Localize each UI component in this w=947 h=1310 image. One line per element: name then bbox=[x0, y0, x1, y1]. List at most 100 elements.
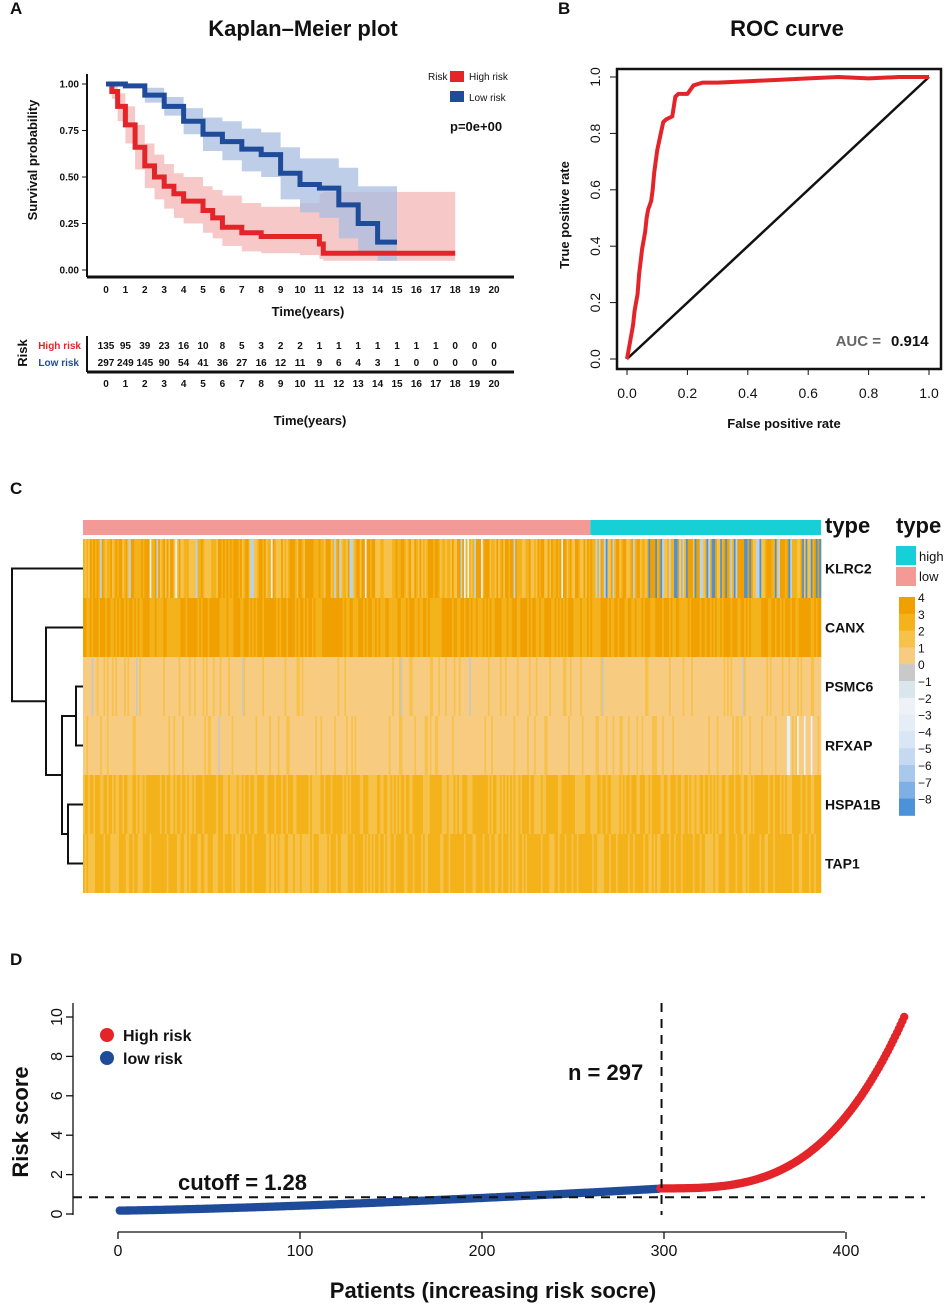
heatmap-cell bbox=[554, 539, 557, 598]
heatmap-cell bbox=[209, 775, 212, 834]
heatmap-cell bbox=[740, 657, 743, 716]
heatmap-cell bbox=[790, 716, 793, 775]
heatmap-cell bbox=[788, 834, 791, 893]
heatmap-cell bbox=[399, 716, 402, 775]
heatmap-cell bbox=[371, 834, 374, 893]
heatmap-cell bbox=[527, 598, 530, 657]
heatmap-cell bbox=[463, 716, 466, 775]
heatmap-cell bbox=[337, 598, 340, 657]
heatmap-cell bbox=[156, 598, 159, 657]
heatmap-cell bbox=[651, 657, 654, 716]
heatmap-cell bbox=[414, 834, 417, 893]
heatmap-cell bbox=[571, 657, 574, 716]
heatmap-cell bbox=[694, 657, 697, 716]
heatmap-cell bbox=[416, 598, 419, 657]
heatmap-cell bbox=[93, 834, 96, 893]
heatmap-cell bbox=[342, 539, 345, 598]
heatmap-cell bbox=[520, 775, 523, 834]
heatmap-cell bbox=[499, 598, 502, 657]
heatmap-cell bbox=[209, 834, 212, 893]
heatmap-cell bbox=[469, 598, 472, 657]
heatmap-cell bbox=[481, 657, 484, 716]
heatmap-cell bbox=[791, 539, 794, 598]
heatmap-cell bbox=[455, 834, 458, 893]
heatmap-cell bbox=[711, 657, 714, 716]
heatmap-cell bbox=[381, 657, 384, 716]
heatmap-cell bbox=[173, 775, 176, 834]
heatmap-cell bbox=[694, 539, 697, 598]
heatmap-cell bbox=[190, 657, 193, 716]
heatmap-cell bbox=[176, 539, 179, 598]
heatmap-cell bbox=[703, 775, 706, 834]
heatmap-cell bbox=[528, 598, 531, 657]
heatmap-cell bbox=[730, 775, 733, 834]
color-scale-step bbox=[899, 597, 915, 615]
heatmap-cell bbox=[593, 834, 596, 893]
heatmap-cell bbox=[785, 775, 788, 834]
heatmap-cell bbox=[412, 716, 415, 775]
heatmap-cell bbox=[378, 716, 381, 775]
km-x-tick-label: 0 bbox=[103, 285, 109, 296]
heatmap-cell bbox=[747, 657, 750, 716]
heatmap-cell bbox=[513, 834, 516, 893]
heatmap-cell bbox=[419, 716, 422, 775]
heatmap-cell bbox=[629, 657, 632, 716]
heatmap-cell bbox=[127, 716, 130, 775]
heatmap-cell bbox=[535, 539, 538, 598]
heatmap-cell bbox=[484, 775, 487, 834]
heatmap-cell bbox=[329, 716, 332, 775]
heatmap-cell bbox=[325, 716, 328, 775]
heatmap-cell bbox=[422, 834, 425, 893]
heatmap-cell bbox=[366, 598, 369, 657]
heatmap-cell bbox=[110, 775, 113, 834]
heatmap-cell bbox=[791, 657, 794, 716]
heatmap-cell bbox=[597, 834, 600, 893]
heatmap-cell bbox=[170, 716, 173, 775]
heatmap-cell bbox=[445, 834, 448, 893]
heatmap-cell bbox=[349, 657, 352, 716]
heatmap-cell bbox=[472, 657, 475, 716]
roc-x-tick-label: 0.6 bbox=[798, 385, 818, 401]
panel-letter-a: A bbox=[10, 0, 22, 18]
heatmap-cell bbox=[745, 657, 748, 716]
risk-table-x-tick-label: 5 bbox=[200, 379, 206, 390]
heatmap-cell bbox=[281, 657, 284, 716]
heatmap-cell bbox=[188, 716, 191, 775]
heatmap-cell bbox=[371, 775, 374, 834]
heatmap-cell bbox=[499, 539, 502, 598]
risk-table-cell: 0 bbox=[491, 358, 497, 369]
heatmap-cell bbox=[508, 775, 511, 834]
heatmap-cell bbox=[235, 539, 238, 598]
color-scale-step bbox=[899, 714, 915, 732]
risk-table-cell: 0 bbox=[433, 358, 439, 369]
heatmap-cell bbox=[781, 834, 784, 893]
heatmap-cell bbox=[564, 834, 567, 893]
heatmap-cell bbox=[465, 716, 468, 775]
heatmap-cell bbox=[470, 775, 473, 834]
heatmap-cell bbox=[349, 598, 352, 657]
heatmap-cell bbox=[563, 657, 566, 716]
heatmap-cell bbox=[610, 775, 613, 834]
heatmap-cell bbox=[255, 775, 258, 834]
heatmap-cell bbox=[154, 716, 157, 775]
km-legend-low-label: Low risk bbox=[469, 93, 507, 104]
heatmap-cell bbox=[443, 539, 446, 598]
heatmap-cell bbox=[605, 775, 608, 834]
roc-y-tick-label: 0.0 bbox=[587, 349, 603, 369]
heatmap-cell bbox=[100, 716, 103, 775]
heatmap-cell bbox=[83, 539, 86, 598]
heatmap-cell bbox=[113, 775, 116, 834]
heatmap-cell bbox=[124, 539, 127, 598]
heatmap-cell bbox=[257, 775, 260, 834]
heatmap-cell bbox=[542, 598, 545, 657]
heatmap-cell bbox=[252, 598, 255, 657]
heatmap-cell bbox=[780, 657, 783, 716]
heatmap-cell bbox=[614, 775, 617, 834]
heatmap-cell bbox=[265, 598, 268, 657]
heatmap-cell bbox=[161, 539, 164, 598]
heatmap-cell bbox=[315, 716, 318, 775]
heatmap-cell bbox=[100, 834, 103, 893]
heatmap-cell bbox=[759, 775, 762, 834]
heatmap-cell bbox=[118, 834, 121, 893]
